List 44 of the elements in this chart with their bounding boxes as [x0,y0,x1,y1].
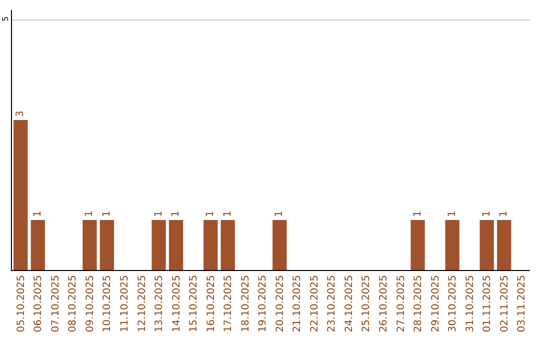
x-tick-label: 25.10.2025 [361,275,372,332]
x-tick-label: 10.10.2025 [102,275,114,332]
x-tick-label: 01.11.2025 [482,275,494,332]
data-label: 1 [481,210,492,217]
x-tick-label: 19.10.2025 [258,275,269,332]
data-label: 1 [412,210,424,217]
data-label: 1 [170,210,182,217]
data-label: 1 [222,210,234,217]
x-tick-label: 11.10.2025 [119,275,130,332]
x-tick-label: 30.10.2025 [448,275,459,332]
x-tick-label: 05.10.2025 [16,275,27,332]
x-tick-label: 26.10.2025 [378,275,390,332]
x-tick-label: 13.10.2025 [154,275,166,332]
x-tick-label: 06.10.2025 [33,275,44,332]
x-tick-label: 23.10.2025 [326,275,338,332]
x-tick-label: 16.10.2025 [206,275,217,332]
x-tick-label: 15.10.2025 [188,275,200,332]
x-tick-label: 07.10.2025 [50,275,62,332]
data-label: 3 [15,110,26,117]
x-tick-label: 18.10.2025 [240,275,252,332]
x-tick-label: 12.10.2025 [136,275,148,332]
data-label: 1 [446,210,458,217]
x-tick-label: 21.10.2025 [292,275,304,332]
x-tick-label: 03.11.2025 [516,275,528,332]
x-tick-label: 14.10.2025 [171,275,182,332]
y-tick-label: 5 [0,16,10,22]
data-label: 1 [101,210,112,217]
x-tick-label: 28.10.2025 [413,275,424,332]
data-label: 1 [153,210,164,217]
data-label: 1 [84,210,96,217]
x-tick-label: 17.10.2025 [223,275,234,332]
x-tick-label: 02.11.2025 [499,275,510,332]
data-label: 1 [205,210,216,217]
data-label: 1 [274,210,286,217]
data-label: 1 [498,210,510,217]
x-tick-label: 20.10.2025 [274,275,286,332]
x-tick-label: 31.10.2025 [464,275,476,332]
x-tick-label: 08.10.2025 [68,275,79,332]
x-tick-label: 22.10.2025 [309,275,320,332]
x-tick-label: 27.10.2025 [396,275,407,332]
x-tick-label: 24.10.2025 [344,275,355,332]
x-tick-label: 09.10.2025 [84,275,96,332]
data-label: 1 [32,210,44,217]
x-tick-label: 29.10.2025 [430,275,442,332]
